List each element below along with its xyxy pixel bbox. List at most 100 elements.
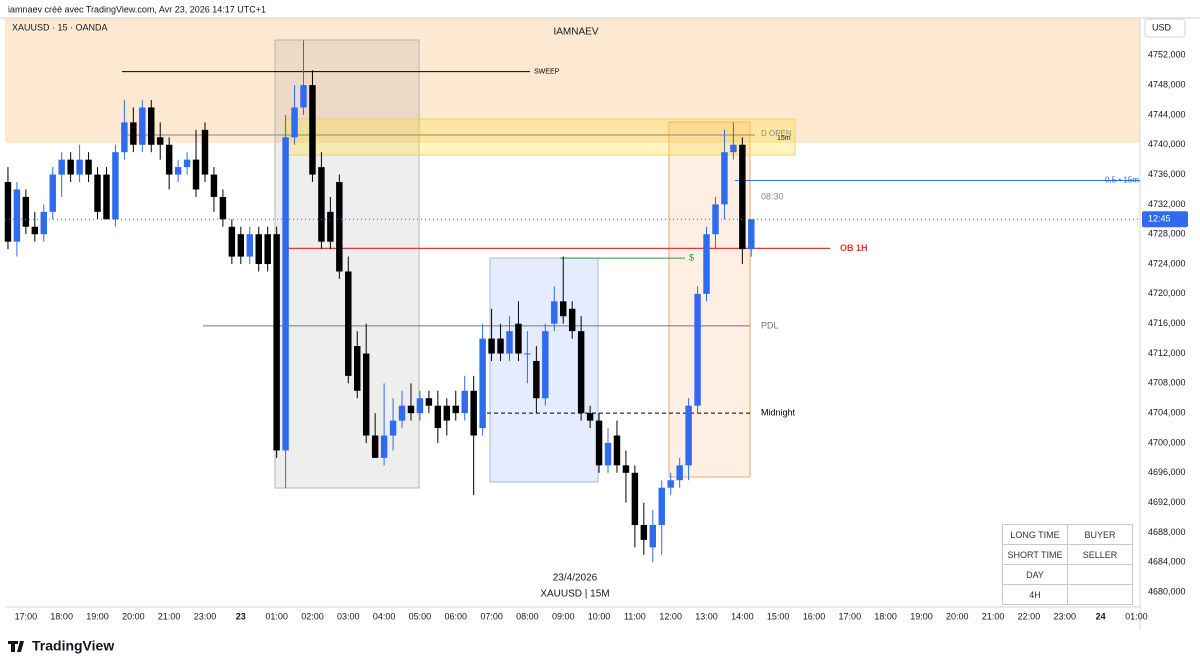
level-label: $ [689,252,694,262]
candle-body [264,234,271,265]
candle-body [676,465,683,481]
candle-body [165,144,173,175]
candle-body [694,293,701,406]
candle-body [649,524,657,548]
x-tick-label: 17:00 [15,611,38,621]
candle-body [434,405,442,429]
brand: TradingView [32,638,114,654]
x-tick-label: 19:00 [910,611,933,621]
candle-body [40,211,48,235]
premium-zone [5,18,1140,143]
candle-body [31,226,39,235]
header-title: iamnaev créé avec TradingView.com, Avr 2… [8,4,266,14]
annotation: 08:30 [761,191,784,201]
candle-body [201,129,209,175]
candle-body [121,122,128,153]
y-tick-label: 4748,000 [1148,79,1186,89]
candle-body [156,137,164,145]
y-tick-label: 4724,000 [1148,258,1186,268]
x-tick-label: 11:00 [624,611,646,621]
x-tick-label: 01:00 [265,611,288,621]
y-tick-label: 4740,000 [1148,139,1186,149]
x-tick-label: 02:00 [301,611,324,621]
x-tick-label: 09:00 [552,611,575,621]
candle-body [282,137,289,451]
x-tick-label: 04:00 [373,611,396,621]
x-tick-label: 03:00 [337,611,360,621]
candle-body [739,144,746,250]
table-row: 4H [1002,584,1133,605]
x-tick-label: 24 [1096,611,1106,621]
candle-body [139,107,146,145]
candle-body [622,465,630,473]
candle-body [174,167,182,175]
candle-body [94,174,101,212]
candle-body [362,353,370,436]
candle-body [49,174,56,212]
x-tick-label: 20:00 [946,611,969,621]
candle-body [586,413,594,421]
x-tick-label: 23:00 [194,611,217,621]
x-tick-label: 08:00 [516,611,539,621]
candle-body [130,122,137,145]
y-tick-label: 4744,000 [1148,109,1186,119]
watermark: IAMNAEV [553,27,598,38]
y-tick-label: 4728,000 [1148,229,1186,239]
level-label: D OPEN [761,129,792,138]
table-cell: SHORT TIME [1002,544,1068,565]
candle-body [568,308,576,332]
candle-body [604,442,612,466]
candle-body [327,211,334,242]
candle-body [497,338,504,354]
y-tick-label: 4720,000 [1148,288,1186,298]
table-cell: LONG TIME [1002,524,1068,545]
candle-body [345,271,352,376]
candle-body [398,405,406,421]
candle-body [237,234,245,257]
candle-body [479,338,486,429]
candle-body [148,107,155,145]
candle-body [640,524,648,540]
table-cell: 4H [1002,584,1068,605]
x-tick-label: 18:00 [874,611,897,621]
symbol-caption: XAUUSD | 15M [540,589,609,600]
x-tick-label: 17:00 [839,611,862,621]
candle-body [470,390,477,436]
x-tick-label: 16:00 [803,611,826,621]
candle-body [371,435,379,458]
y-tick-label: 4692,000 [1148,497,1186,507]
candle-body [524,353,531,355]
y-tick-label: 4684,000 [1148,557,1186,567]
x-tick-label: 06:00 [444,611,467,621]
candle-body [103,174,110,220]
price-tag [1142,211,1188,228]
level-label: SWEEP [534,69,560,76]
x-tick-label: 23:00 [1054,611,1077,621]
session-box [274,39,420,489]
x-tick-label: 21:00 [158,611,181,621]
x-tick-label: 23 [236,611,246,621]
table-cell: BUYER [1067,524,1133,545]
candle-body [425,398,433,406]
annotation: 15m [777,135,791,142]
level-label: 0,5 • 15m [1105,176,1139,185]
y-tick-label: 4716,000 [1148,318,1186,328]
candle-body [452,405,459,414]
candle-body [658,487,665,525]
x-tick-label: 21:00 [982,611,1005,621]
y-tick-label: 4712,000 [1148,348,1186,358]
candle-body [577,331,585,414]
candle-body [300,85,307,108]
x-tick-label: 18:00 [50,611,73,621]
x-tick-label: 10:00 [588,611,611,621]
candle-body [228,226,236,257]
table-cell [1067,564,1133,585]
candle-body [595,420,603,466]
currency: USD [1152,22,1172,32]
candle-body [246,234,253,257]
candle-body [255,234,262,265]
table-cell: SELLER [1067,544,1133,565]
candle-body [533,360,540,399]
